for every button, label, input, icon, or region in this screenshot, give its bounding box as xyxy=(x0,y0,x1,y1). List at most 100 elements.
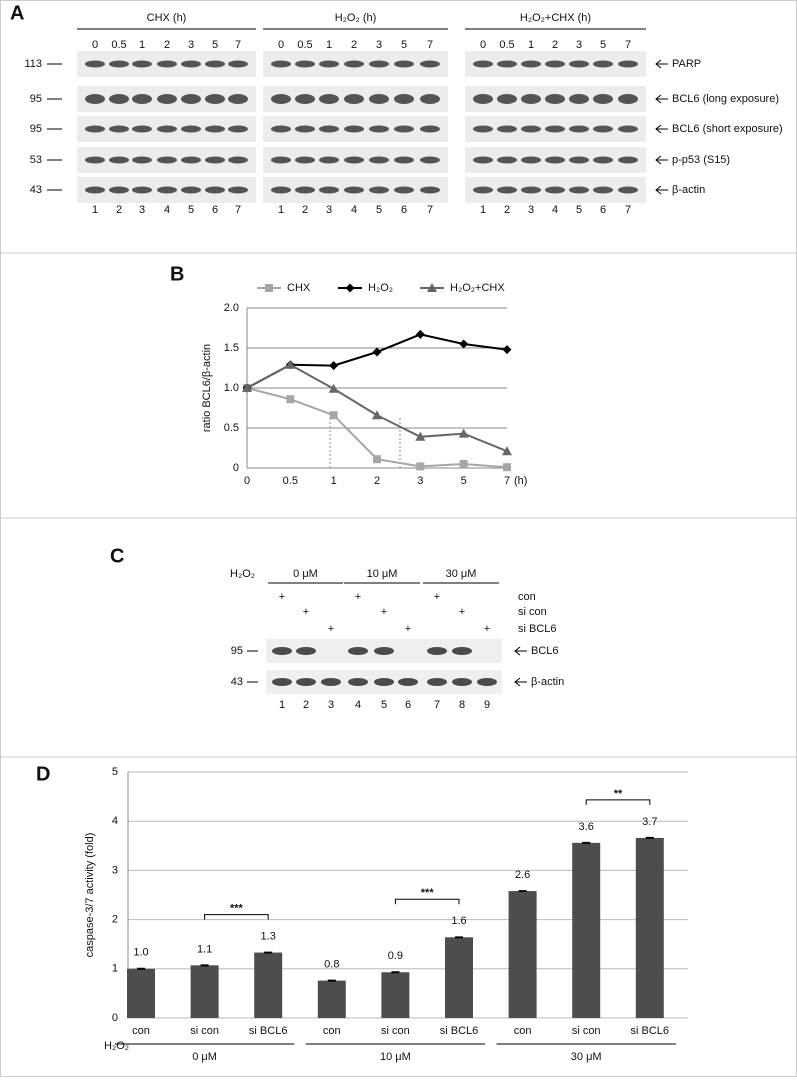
point xyxy=(242,383,252,392)
band xyxy=(296,647,316,655)
point xyxy=(503,463,511,472)
band xyxy=(109,125,129,133)
plus-sign: + xyxy=(279,591,285,603)
band xyxy=(109,156,129,164)
band xyxy=(85,60,105,68)
band xyxy=(205,60,225,68)
band xyxy=(394,60,414,68)
timepoint-label: 1 xyxy=(528,39,534,51)
timepoint-label: 0 xyxy=(278,39,284,51)
row-label: p-p53 (S15) xyxy=(672,154,730,166)
row-label: β-actin xyxy=(531,676,564,688)
band xyxy=(157,156,177,164)
error-bar xyxy=(200,964,209,967)
band xyxy=(420,60,440,68)
band xyxy=(228,186,248,194)
x-tick-label: 0.5 xyxy=(283,475,298,487)
band xyxy=(521,156,541,164)
lane-number: 7 xyxy=(625,204,631,216)
point xyxy=(502,446,512,456)
legend-label: H₂O₂ xyxy=(368,282,393,294)
arrow xyxy=(514,646,527,656)
band xyxy=(228,125,248,133)
band xyxy=(272,647,292,655)
band xyxy=(394,125,414,133)
error-bar xyxy=(137,967,145,970)
treatment-label: H₂O₂ xyxy=(230,568,255,580)
band xyxy=(420,94,440,104)
band xyxy=(420,156,440,164)
y-tick-label: 1.5 xyxy=(224,342,239,354)
x-tick-label: si con xyxy=(572,1025,601,1037)
error-bar xyxy=(518,890,527,893)
band xyxy=(132,60,152,68)
band xyxy=(271,186,291,194)
band xyxy=(181,94,201,104)
timepoint-label: 2 xyxy=(164,39,170,51)
error-bar xyxy=(391,971,400,974)
row-label: β-actin xyxy=(672,184,705,196)
lane-number: 2 xyxy=(303,699,309,711)
y-tick-label: 5 xyxy=(112,766,118,778)
band xyxy=(296,678,316,686)
band xyxy=(618,94,638,104)
band xyxy=(344,186,364,194)
band xyxy=(452,647,472,655)
band xyxy=(319,125,339,133)
timepoint-label: 5 xyxy=(401,39,407,51)
mw-marker: 95 xyxy=(30,93,42,105)
band xyxy=(427,647,447,655)
band xyxy=(295,156,315,164)
lane-number: 6 xyxy=(600,204,606,216)
arrow xyxy=(514,677,527,687)
band xyxy=(452,678,472,686)
error-bar xyxy=(327,979,336,982)
band xyxy=(272,678,292,686)
band xyxy=(228,156,248,164)
band xyxy=(85,94,105,104)
value-label: 2.6 xyxy=(515,869,530,881)
band xyxy=(593,156,613,164)
band xyxy=(85,125,105,133)
row-label: BCL6 (long exposure) xyxy=(672,93,779,105)
lane-number: 9 xyxy=(484,699,490,711)
band xyxy=(569,94,589,104)
timepoint-label: 1 xyxy=(326,39,332,51)
band xyxy=(593,60,613,68)
y-tick-label: 4 xyxy=(112,815,118,827)
bar xyxy=(254,952,283,1018)
lane-number: 5 xyxy=(381,699,387,711)
band xyxy=(618,60,638,68)
panel-label: C xyxy=(110,545,124,567)
band xyxy=(205,94,225,104)
band xyxy=(319,156,339,164)
value-label: 1.3 xyxy=(261,930,276,942)
band xyxy=(205,156,225,164)
band xyxy=(473,125,493,133)
band xyxy=(477,678,497,686)
legend-marker xyxy=(427,283,437,292)
point xyxy=(372,410,382,420)
band xyxy=(420,186,440,194)
band xyxy=(157,186,177,194)
mw-marker: 43 xyxy=(30,184,42,196)
lane-number: 5 xyxy=(188,204,194,216)
band xyxy=(319,94,339,104)
value-label: 0.9 xyxy=(388,950,403,962)
band xyxy=(157,60,177,68)
timepoint-label: 0.5 xyxy=(499,39,514,51)
band xyxy=(369,156,389,164)
band xyxy=(473,60,493,68)
band xyxy=(618,125,638,133)
y-axis-label: caspase-3/7 activity (fold) xyxy=(84,833,96,958)
y-tick-label: 3 xyxy=(112,864,118,876)
dose-label: 10 μM xyxy=(367,568,398,580)
timepoint-label: 0.5 xyxy=(297,39,312,51)
arrow xyxy=(655,124,668,134)
timepoint-label: 5 xyxy=(600,39,606,51)
band xyxy=(271,156,291,164)
x-tick-label: 5 xyxy=(461,475,467,487)
plus-sign: + xyxy=(459,606,465,618)
y-tick-label: 1 xyxy=(112,963,118,975)
